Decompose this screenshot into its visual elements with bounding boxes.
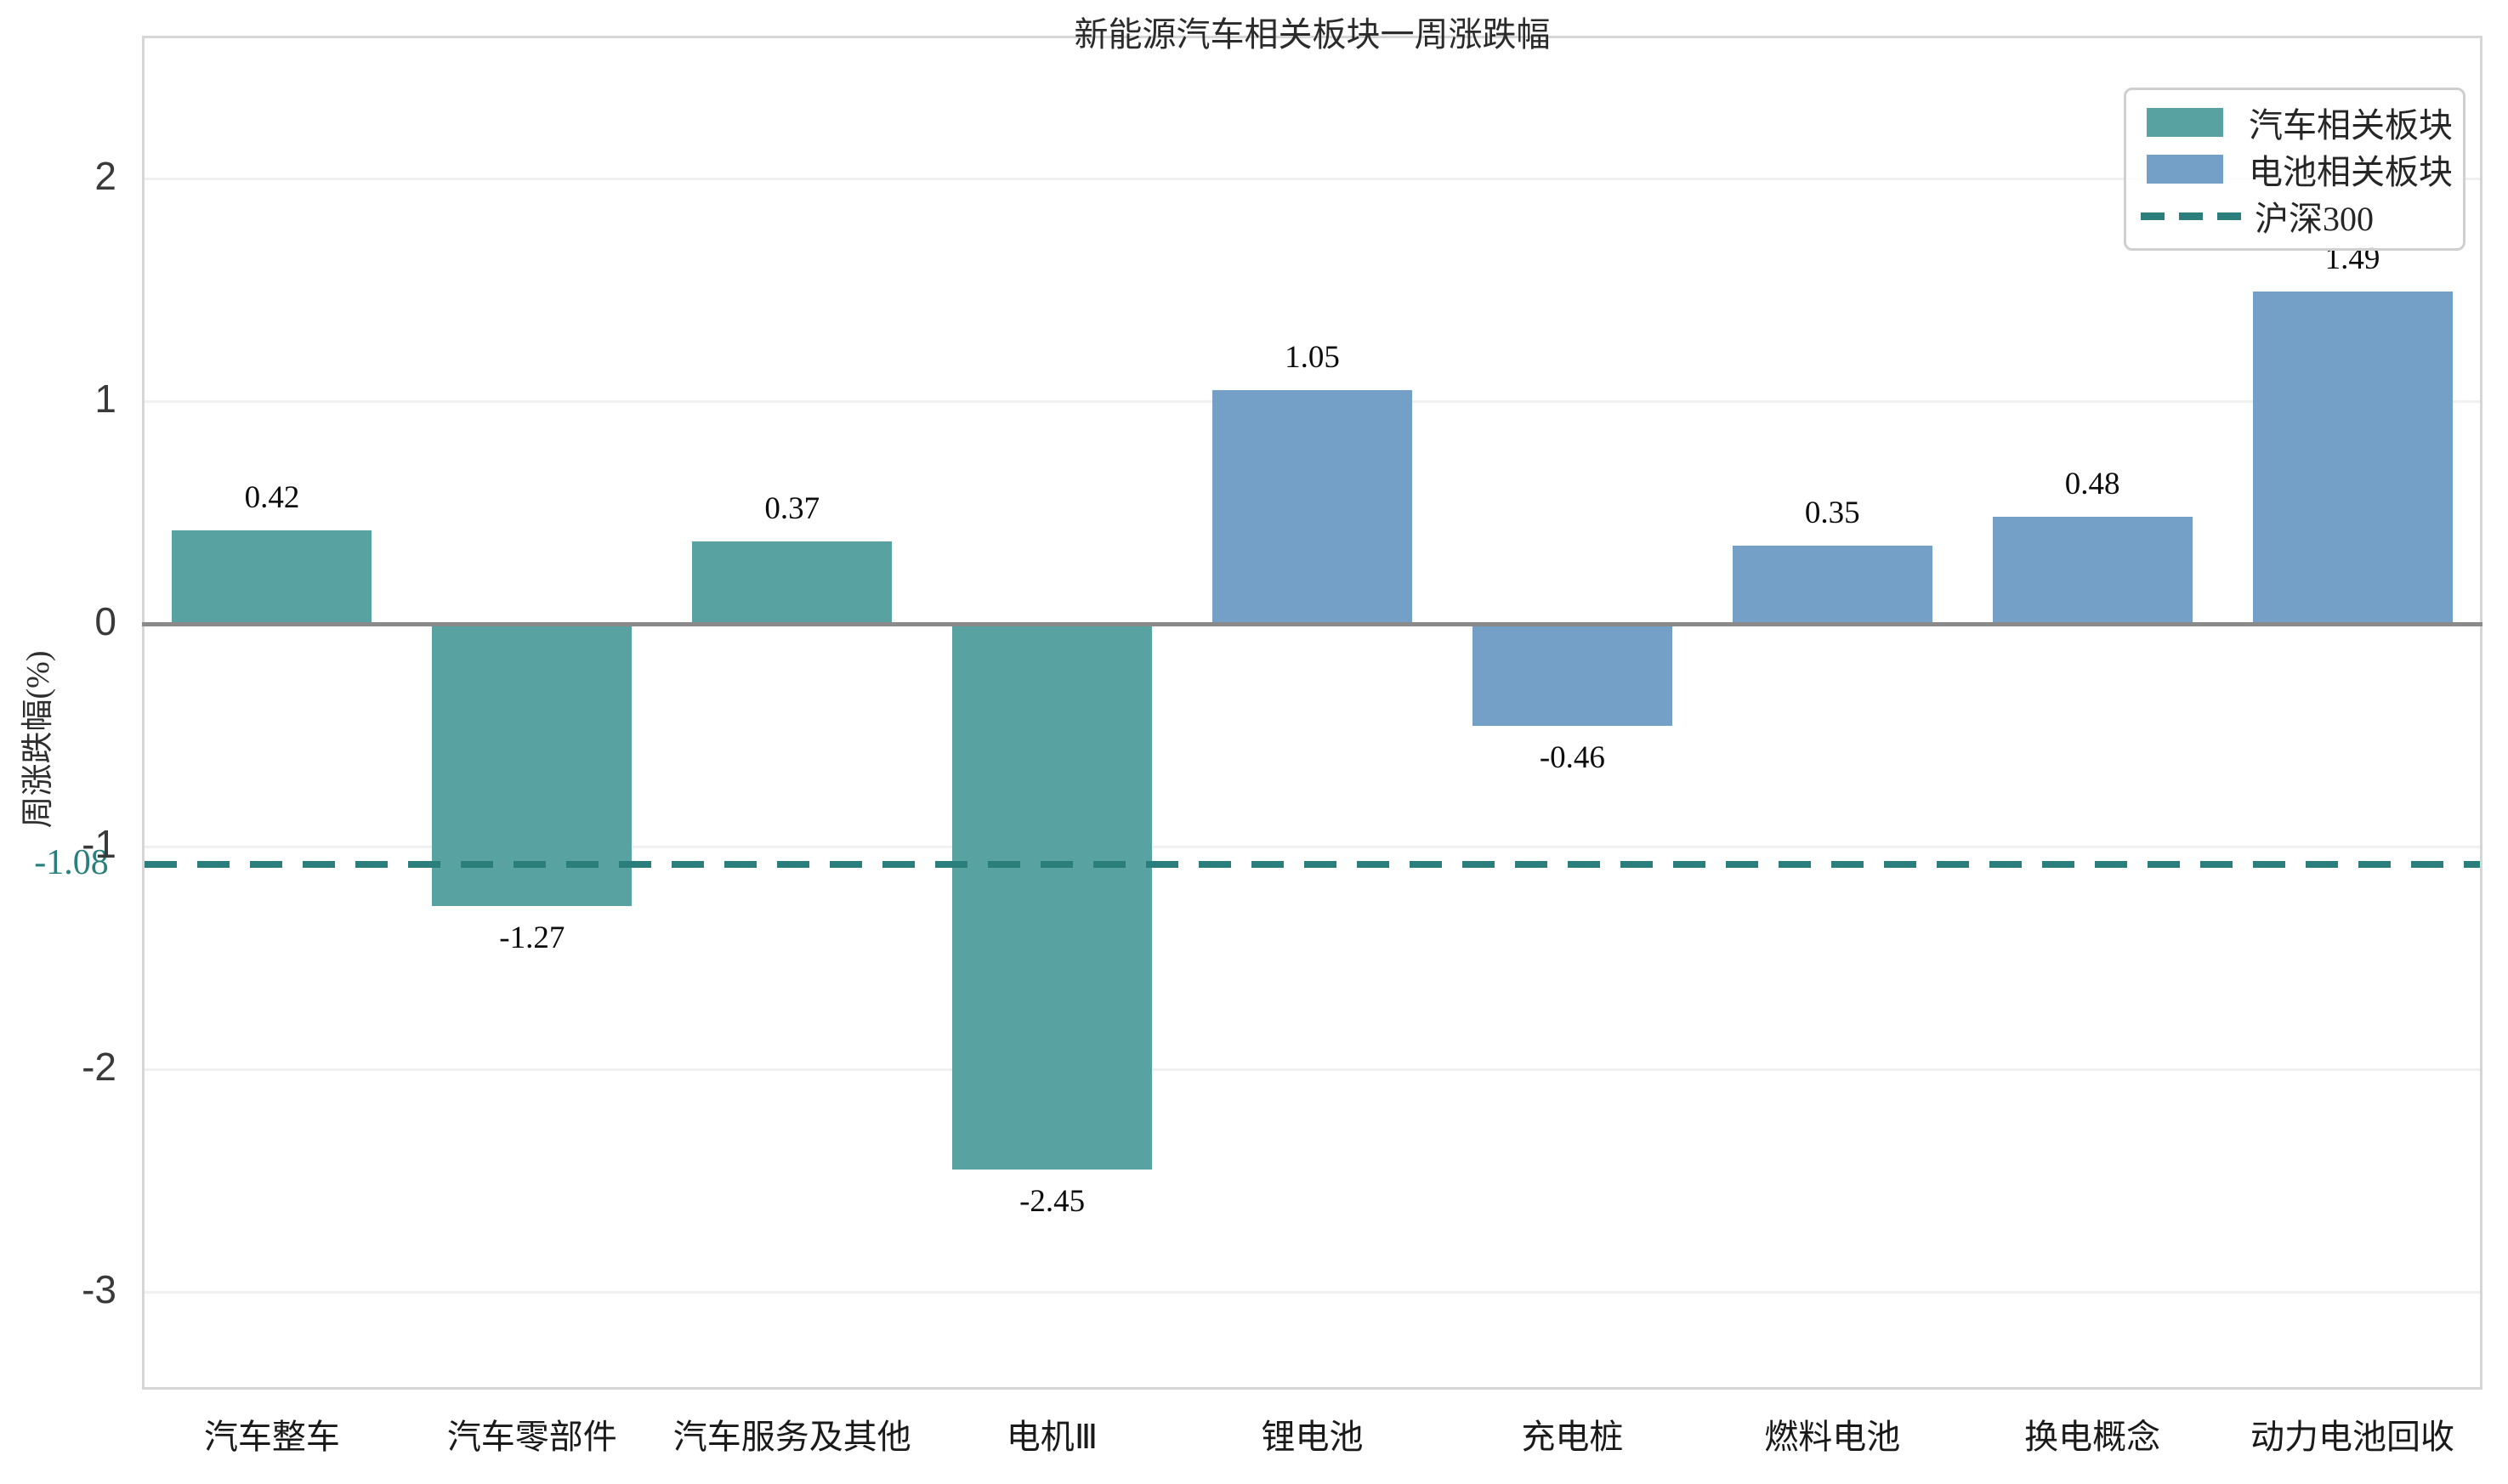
bar-value-label: 1.05 xyxy=(1285,339,1340,375)
x-tick-label: 动力电池回收 xyxy=(2250,1418,2455,1456)
bar-value-label: -1.27 xyxy=(499,920,565,956)
zero-axis-line xyxy=(142,621,2482,626)
x-tick-label: 电机Ⅲ xyxy=(1006,1418,1098,1456)
x-tick-label: 充电桩 xyxy=(1521,1418,1624,1456)
legend-label: 沪深300 xyxy=(2255,200,2374,239)
bar-value-label: 0.48 xyxy=(2064,466,2120,501)
bar-value-label: -0.46 xyxy=(1539,740,1605,776)
legend-entry-battery-sector: 电池相关板块 xyxy=(2147,147,2463,191)
bar xyxy=(2252,292,2453,624)
y-tick-label: 1 xyxy=(94,376,116,421)
bar xyxy=(432,623,633,907)
bar xyxy=(952,623,1153,1170)
bar xyxy=(1472,623,1672,727)
bar xyxy=(172,530,372,624)
chart-title: 新能源汽车相关板块一周涨跌幅 xyxy=(1074,15,1551,54)
legend-entry-auto-sector: 汽车相关板块 xyxy=(2147,100,2463,144)
benchmark-value-label: -1.08 xyxy=(34,842,109,882)
gridline xyxy=(145,1068,2480,1071)
x-tick-label: 汽车零部件 xyxy=(446,1418,617,1456)
y-tick-label: 2 xyxy=(94,153,116,198)
x-tick-label: 换电概念 xyxy=(2024,1418,2161,1456)
benchmark-dashed-line xyxy=(145,860,2480,868)
x-tick-label: 锂电池 xyxy=(1261,1418,1364,1456)
bar-value-label: 0.42 xyxy=(244,479,300,515)
y-tick-label: 0 xyxy=(94,598,116,643)
bar xyxy=(1992,516,2193,624)
y-tick-label: -2 xyxy=(82,1044,116,1089)
bar xyxy=(1732,545,1932,624)
legend-dashed-line-sample xyxy=(2141,212,2241,220)
bar xyxy=(1212,389,1412,624)
legend-box: 汽车相关板块 电池相关板块 沪深300 xyxy=(2124,88,2465,251)
x-tick-label: 汽车整车 xyxy=(203,1418,340,1456)
y-axis-label: 周涨跌幅(%) xyxy=(20,650,56,829)
y-tick-label: -1 xyxy=(82,821,116,866)
legend-swatch-battery-sector xyxy=(2147,154,2223,184)
bar-value-label: -2.45 xyxy=(1019,1183,1086,1219)
gridline xyxy=(145,845,2480,848)
legend-label: 汽车相关板块 xyxy=(2249,105,2453,144)
x-tick-label: 燃料电池 xyxy=(1764,1418,1901,1456)
x-tick-label: 汽车服务及其他 xyxy=(672,1418,911,1456)
legend-entry-benchmark: 沪深300 xyxy=(2141,194,2463,239)
gridline xyxy=(145,177,2480,180)
legend-swatch-auto-sector xyxy=(2147,107,2223,137)
y-tick-label: -3 xyxy=(82,1266,116,1311)
bar-value-label: 0.37 xyxy=(764,490,820,526)
gridline xyxy=(145,1290,2480,1294)
bar xyxy=(692,541,893,624)
legend-label: 电池相关板块 xyxy=(2249,152,2453,191)
bar-value-label: 0.35 xyxy=(1804,495,1860,530)
